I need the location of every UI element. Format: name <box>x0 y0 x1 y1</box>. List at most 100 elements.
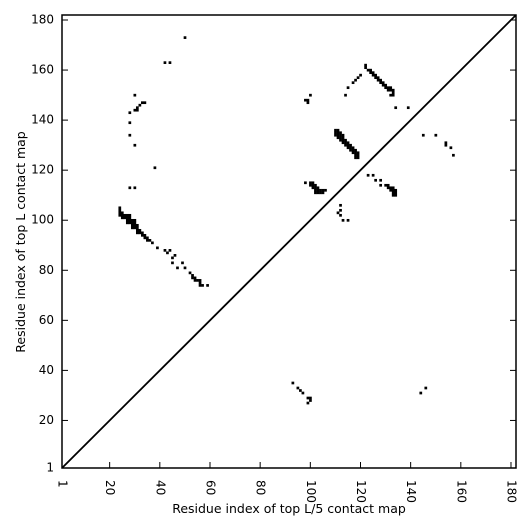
contact-point <box>133 186 137 190</box>
contact-point <box>359 73 362 77</box>
contact-point <box>346 143 350 147</box>
contact-point <box>176 266 179 270</box>
contact-point <box>143 236 147 240</box>
contact-point <box>391 88 395 92</box>
contact-point <box>341 138 345 142</box>
contact-point <box>376 78 380 82</box>
contact-point <box>319 188 322 192</box>
contact-point <box>163 249 167 252</box>
contact-point <box>379 183 383 187</box>
contact-point <box>344 93 347 97</box>
contact-point <box>344 138 347 142</box>
contact-point <box>135 106 139 110</box>
contact-point <box>349 146 352 150</box>
contact-point <box>201 284 204 287</box>
contact-point <box>141 101 144 105</box>
x-tick-label: 160 <box>454 480 468 503</box>
y-tick-label: 80 <box>39 263 54 277</box>
y-axis-label: Residue index of top L contact map <box>13 131 28 352</box>
contact-point <box>334 131 337 135</box>
contact-point <box>384 83 388 87</box>
contact-point <box>371 71 375 75</box>
contact-point <box>374 76 377 80</box>
contact-point <box>421 133 425 137</box>
contact-point <box>374 178 377 182</box>
contact-point <box>301 391 305 395</box>
contact-point <box>138 231 142 235</box>
contact-point <box>133 226 137 230</box>
contact-point <box>339 131 342 135</box>
contact-point <box>444 143 448 147</box>
contact-point <box>386 183 390 187</box>
contact-point <box>198 279 202 282</box>
x-axis-ticks: 1 20 40 60 80 100 120 140 160 180 <box>56 462 518 503</box>
contact-point <box>379 78 383 82</box>
contact-point <box>344 143 347 147</box>
contact-point <box>168 61 172 64</box>
contact-point <box>391 191 395 195</box>
contact-point <box>309 183 312 187</box>
contact-point <box>120 211 124 215</box>
contact-point <box>434 133 438 137</box>
contact-point <box>339 203 342 207</box>
contact-point <box>299 389 302 392</box>
contact-point <box>364 66 367 70</box>
contact-point <box>379 81 383 85</box>
contact-point <box>123 213 127 217</box>
contact-point <box>386 186 390 190</box>
contact-point <box>183 36 187 39</box>
contact-point <box>130 218 134 222</box>
contact-point <box>369 68 372 72</box>
contact-point <box>133 143 137 147</box>
contact-point <box>183 266 187 270</box>
x-tick-label: 1 <box>56 480 70 488</box>
contact-point <box>321 188 325 192</box>
contact-point <box>166 251 169 255</box>
contact-point <box>125 216 129 220</box>
contact-point <box>133 93 137 97</box>
contact-point <box>316 188 320 192</box>
contact-point <box>394 191 398 195</box>
contact-point <box>321 191 325 195</box>
contact-points <box>118 36 455 405</box>
contact-point <box>394 188 398 192</box>
contact-point <box>130 221 134 225</box>
contact-point <box>374 73 377 77</box>
contact-point <box>344 141 347 145</box>
contact-point <box>120 216 124 220</box>
contact-point <box>366 68 370 72</box>
contact-point <box>146 239 149 242</box>
contact-point <box>135 228 139 232</box>
contact-point <box>141 231 144 235</box>
contact-point <box>336 133 340 137</box>
contact-point <box>424 386 428 390</box>
contact-point <box>309 399 312 402</box>
contact-point <box>371 173 375 177</box>
contact-point <box>316 191 320 195</box>
y-tick-label: 60 <box>39 313 54 327</box>
contact-point <box>196 279 199 282</box>
contact-point <box>339 133 342 137</box>
contact-point <box>156 246 159 250</box>
contact-point <box>311 186 315 190</box>
contact-point <box>146 236 149 240</box>
plot-frame <box>61 14 517 469</box>
contact-point <box>191 274 194 277</box>
contact-point <box>138 103 142 107</box>
contact-point <box>389 186 393 190</box>
contact-point <box>336 211 340 215</box>
contact-point <box>125 213 129 217</box>
contact-point <box>356 156 360 160</box>
contact-point <box>206 284 209 287</box>
contact-point <box>168 249 172 252</box>
contact-point <box>133 108 137 112</box>
contact-point <box>135 226 139 230</box>
contact-point <box>336 131 340 135</box>
contact-point <box>304 181 307 185</box>
contact-point <box>341 133 345 137</box>
contact-point <box>306 396 310 400</box>
contact-point <box>135 223 139 227</box>
contact-point <box>133 221 137 225</box>
contact-point <box>341 136 345 140</box>
contact-point <box>120 213 124 217</box>
